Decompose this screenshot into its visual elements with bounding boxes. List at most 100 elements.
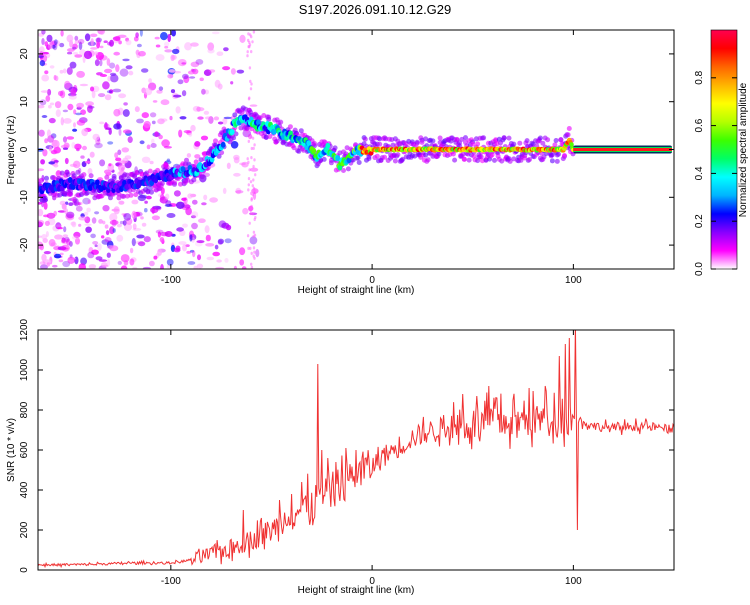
spectrogram-ridge-layer: [38, 105, 672, 201]
spectrogram-noise-cell: [48, 146, 53, 152]
spectrogram-noise-cell: [198, 218, 206, 223]
spectrogram-noise-cell: [49, 102, 55, 106]
spectrogram-noise-cell: [249, 212, 252, 216]
colorbar-tick-label: 0.2: [694, 214, 705, 228]
spectrogram-noise-cell: [109, 62, 116, 69]
spectrogram-noise-cell: [230, 68, 236, 75]
spectrogram-noise-cell: [158, 86, 164, 91]
spectrogram-noise-cell: [141, 156, 151, 163]
spectrogram-ridge-band: [573, 148, 672, 151]
spectrogram-ridge-halo: [193, 159, 199, 165]
spectrogram-noise-cell: [91, 90, 96, 99]
spectrogram-noise-cell: [112, 88, 122, 93]
spectrogram-noise-cell: [192, 250, 196, 258]
spectrogram-ridge-halo: [425, 157, 431, 163]
spectrogram-x-label: Height of straight line (km): [298, 285, 415, 296]
spectrogram-noise-cell: [187, 193, 193, 199]
spectrogram-noise-cell: [104, 68, 113, 74]
spectrogram-noise-cell: [42, 51, 49, 55]
spectrogram-ridge-halo: [257, 115, 263, 121]
spectrogram-noise-cell: [43, 251, 52, 255]
spectrogram-ridge-halo: [139, 171, 145, 177]
spectrogram-noise-cell: [196, 106, 201, 112]
spectrogram-noise-cell: [117, 260, 123, 265]
snr-x-label: Height of straight line (km): [298, 585, 415, 596]
spectrogram-noise-cell: [52, 139, 58, 147]
spectrogram-noise-cell: [179, 116, 187, 120]
spectrogram-noise-cell: [85, 101, 94, 107]
spectrogram-noise-cell: [146, 144, 151, 150]
spectrogram-noise-cell: [248, 96, 251, 100]
spectrogram-noise-cell: [253, 189, 256, 193]
spectrogram-noise-cell: [157, 248, 163, 256]
spectrogram-ridge-halo: [128, 192, 134, 198]
spectrogram-ridge-halo: [478, 154, 484, 160]
spectrogram-noise-cell: [143, 120, 151, 129]
colorbar-tick-label: 0.6: [694, 118, 705, 132]
spectrogram-noise-cell: [167, 74, 174, 79]
spectrogram-noise-cell: [157, 118, 165, 125]
spectrogram-noise-cell: [78, 216, 87, 221]
spectrogram-noise-cell: [251, 212, 254, 216]
spectrogram-noise-cell: [61, 203, 67, 210]
spectrogram-noise-cell: [201, 88, 206, 95]
spectrogram-noise-cell: [252, 254, 255, 258]
spectrogram-noise-cell: [178, 241, 187, 245]
spectrogram-noise-cell: [150, 207, 159, 214]
spectrogram-noise-cell: [164, 49, 173, 53]
spectrogram-noise-cell: [116, 223, 122, 228]
spectrogram-noise-cell: [44, 41, 49, 47]
spectrogram-noise-cell: [99, 45, 104, 49]
spectrogram-noise-cell: [116, 234, 124, 242]
spectrogram-ridge-halo: [452, 157, 458, 163]
spectrogram-ridge-halo: [545, 137, 551, 143]
spectrogram-noise-cell: [67, 103, 74, 111]
spectrogram-noise-cell: [88, 264, 97, 269]
spectrogram-noise-cell: [107, 41, 112, 46]
spectrogram-noise-cell: [189, 234, 193, 242]
spectrogram-noise-cell: [115, 64, 120, 73]
spectrogram-noise-cell: [223, 47, 229, 52]
spectrogram-noise-cell: [99, 159, 106, 167]
spectrogram-ridge-cell: [569, 142, 574, 147]
spectrogram-noise-cell: [138, 50, 146, 57]
spectrogram-noise-cell: [71, 235, 80, 240]
spectrogram-noise-cell: [113, 51, 120, 56]
spectrogram-noise-cell: [123, 223, 133, 232]
spectrogram-noise-cell: [95, 256, 103, 261]
spectrogram-y-label: Frequency (Hz): [6, 116, 17, 185]
spectrogram-noise-cell: [182, 244, 187, 252]
spectrogram-noise-cell: [176, 227, 185, 232]
spectrogram-noise-cell: [91, 249, 99, 255]
spectrogram-noise-cell: [252, 146, 255, 150]
spectrogram-noise-cell: [74, 40, 80, 44]
spectrogram-noise-cell: [250, 265, 254, 269]
spectrogram-noise-cell: [160, 31, 168, 41]
spectrogram-noise-cell: [62, 109, 69, 113]
spectrogram-ridge-halo: [42, 195, 48, 201]
spectrogram-noise-cell: [149, 260, 155, 267]
spectrogram-noise-cell: [204, 116, 212, 120]
spectrogram-noise-cell: [144, 200, 148, 204]
spectrogram-noise-cell: [43, 214, 49, 218]
spectrogram-ridge-halo: [199, 174, 205, 180]
spectrogram-noise-cell: [73, 160, 81, 169]
spectrogram-noise-cell: [42, 149, 48, 157]
spectrogram-noise-cell: [249, 246, 252, 250]
spectrogram-noise-cell: [59, 69, 64, 74]
spectrogram-noise-cell: [66, 238, 71, 246]
spectrogram-noise-cell: [241, 266, 247, 269]
spectrogram-ridge-halo: [266, 114, 272, 120]
spectrogram-noise-cell: [248, 66, 252, 70]
spectrogram-noise-cell: [92, 85, 100, 93]
spectrogram-noise-cell: [207, 42, 215, 51]
spectrogram-noise-cell: [74, 54, 83, 58]
spectrogram-ridge-halo: [537, 135, 543, 141]
spectrogram-noise-cell: [39, 261, 46, 265]
spectrogram-noise-cell: [192, 199, 198, 205]
spectrogram-noise-cell: [118, 160, 127, 164]
spectrogram-ridge-halo: [362, 136, 368, 142]
spectrogram-noise-cell: [57, 226, 63, 230]
spectrogram-ridge-halo: [395, 152, 401, 158]
spectrogram-noise-cell: [40, 159, 45, 165]
